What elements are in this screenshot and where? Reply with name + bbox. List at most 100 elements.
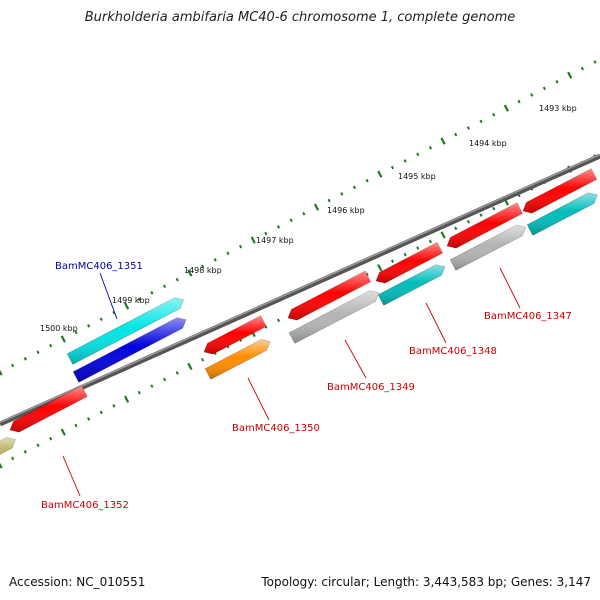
tick-mark bbox=[49, 436, 53, 441]
tick-mark bbox=[276, 225, 281, 229]
tick-mark bbox=[403, 252, 407, 257]
tick-mark bbox=[492, 206, 496, 211]
gene-1347-upper-red bbox=[446, 202, 524, 249]
gene-left-khaki-shade bbox=[0, 437, 16, 455]
tick-mark bbox=[187, 269, 193, 277]
tick-label-1498: 1498 kbp bbox=[184, 266, 222, 275]
tick-label-1500: 1500 kbp bbox=[40, 324, 78, 333]
label-leaders bbox=[62, 267, 521, 497]
tick-mark bbox=[555, 79, 559, 84]
tick-mark bbox=[428, 239, 433, 244]
tick-mark bbox=[23, 450, 27, 454]
tick-mark bbox=[503, 104, 509, 112]
leader-1351 bbox=[99, 272, 118, 320]
map-title: Burkholderia ambifaria MC40-6 chromosome… bbox=[84, 10, 516, 25]
tick-mark bbox=[250, 236, 256, 244]
tick-mark bbox=[492, 112, 496, 117]
tick-mark bbox=[124, 302, 130, 310]
tick-mark bbox=[340, 192, 344, 196]
leader-1347 bbox=[499, 267, 521, 309]
tick-mark bbox=[187, 362, 193, 370]
tick-mark bbox=[60, 335, 66, 343]
tick-mark bbox=[403, 159, 407, 163]
gene-1350-orange bbox=[204, 339, 271, 380]
gene-left-khaki bbox=[0, 436, 17, 455]
gene-1348-teal-shade bbox=[378, 264, 445, 306]
tick-mark bbox=[60, 428, 66, 436]
gene-right-teal bbox=[526, 192, 598, 236]
tick-label-1495: 1495 kbp bbox=[398, 172, 436, 181]
tick-mark bbox=[200, 358, 205, 362]
tick-mark bbox=[175, 371, 179, 375]
gene-1348-upper-red bbox=[375, 241, 444, 284]
tick-mark bbox=[479, 213, 483, 217]
gene-1351-cyan bbox=[66, 297, 185, 365]
gene-1350-upper-red bbox=[203, 315, 267, 355]
tick-mark bbox=[36, 350, 40, 355]
tick-mark bbox=[112, 310, 116, 315]
tick-mark bbox=[440, 137, 446, 145]
tick-label-1497: 1497 kbp bbox=[256, 236, 294, 245]
accession-text: Accession: NC_010551 bbox=[9, 575, 146, 589]
tick-mark bbox=[11, 363, 15, 368]
tick-mark bbox=[74, 330, 78, 335]
tick-label-1493: 1493 kbp bbox=[539, 104, 577, 113]
gene-label-1348: BamMC406_1348 bbox=[409, 346, 497, 357]
tick-mark bbox=[454, 226, 458, 231]
tick-mark bbox=[530, 93, 534, 97]
tick-mark bbox=[567, 71, 573, 79]
gene-1351-blue-shade bbox=[73, 317, 186, 383]
gene-1349-upper-red-shade bbox=[288, 271, 371, 321]
gene-1348-teal bbox=[377, 264, 446, 306]
tick-mark bbox=[112, 404, 116, 408]
tick-mark bbox=[150, 384, 154, 388]
gene-1349-gray bbox=[288, 290, 380, 344]
tick-mark bbox=[479, 119, 483, 124]
tick-mark bbox=[264, 231, 268, 236]
tick-mark bbox=[542, 86, 546, 91]
tick-mark bbox=[416, 152, 420, 157]
tick-mark bbox=[466, 126, 470, 130]
tick-mark bbox=[49, 343, 53, 348]
tick-mark bbox=[390, 165, 395, 170]
tick-mark bbox=[23, 357, 27, 361]
tick-mark bbox=[124, 395, 130, 403]
gene-label-1347: BamMC406_1347 bbox=[484, 311, 572, 322]
tick-mark bbox=[99, 317, 103, 322]
tick-mark bbox=[87, 417, 91, 421]
gene-right-teal-shade bbox=[527, 192, 598, 236]
tick-mark bbox=[137, 297, 141, 302]
tick-mark bbox=[162, 377, 167, 382]
backbone-line bbox=[0, 153, 600, 427]
tick-mark bbox=[390, 259, 395, 263]
gene-label-1349: BamMC406_1349 bbox=[327, 382, 415, 393]
genome-summary-text: Topology: circular; Length: 3,443,583 bp… bbox=[261, 575, 591, 589]
gene-1351-blue bbox=[72, 317, 187, 383]
leader-1350 bbox=[247, 377, 270, 421]
tick-mark bbox=[276, 318, 281, 323]
tick-mark bbox=[466, 219, 470, 224]
tick-mark bbox=[200, 264, 205, 269]
tick-mark bbox=[580, 66, 584, 71]
tick-mark bbox=[327, 198, 331, 203]
gene-1350-orange-shade bbox=[205, 339, 271, 380]
tick-mark bbox=[454, 132, 458, 137]
tick-mark bbox=[99, 410, 103, 415]
tick-mark bbox=[137, 390, 141, 395]
gene-1347-gray bbox=[449, 224, 527, 271]
tick-mark bbox=[428, 145, 433, 150]
tick-mark bbox=[175, 277, 179, 282]
gene-1347-upper-red-shade bbox=[447, 202, 523, 249]
gene-1349-upper-red bbox=[287, 270, 372, 321]
tick-mark bbox=[11, 456, 15, 461]
gene-upper-right-red-shade bbox=[523, 168, 597, 214]
tick-mark bbox=[440, 231, 446, 239]
tick-mark bbox=[377, 170, 383, 178]
gene-upper-right-red bbox=[522, 168, 598, 214]
tick-mark bbox=[0, 369, 3, 376]
tick-mark bbox=[226, 251, 230, 256]
tick-mark bbox=[593, 60, 597, 64]
tick-mark bbox=[377, 264, 383, 272]
tick-mark bbox=[352, 185, 357, 190]
chromosome-backbone bbox=[0, 153, 600, 427]
